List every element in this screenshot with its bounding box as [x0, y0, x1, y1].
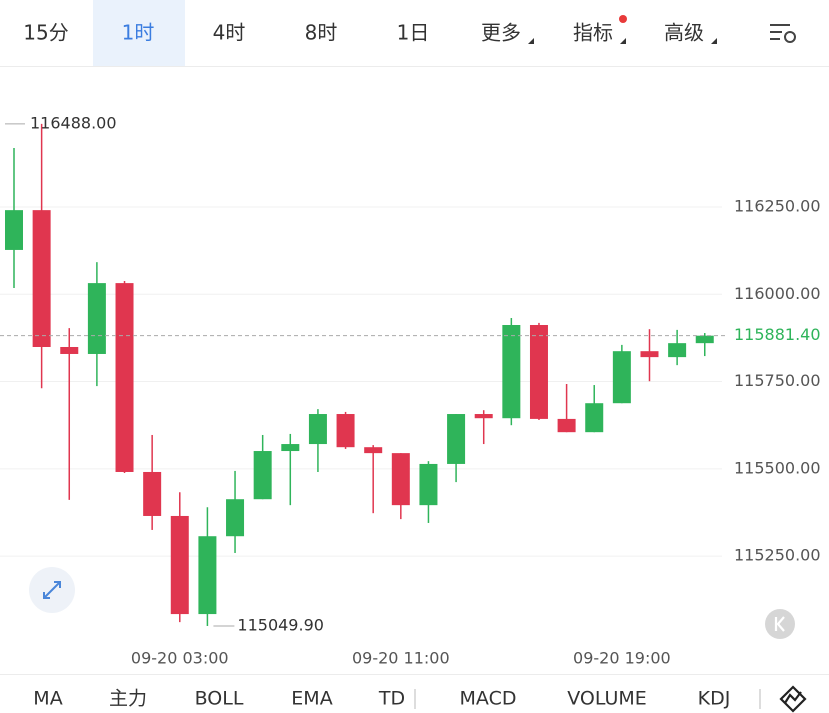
- plot: 115250.00 115500.00 115750.00 116000.00 1162…: [0, 113, 828, 668]
- candle-body: [170, 515, 189, 615]
- indicator[interactable]: EMA: [291, 688, 332, 710]
- y-tick-label: 116000.00: [734, 284, 821, 303]
- indicator[interactable]: MACD: [460, 688, 517, 710]
- x-tick-label: 09-20 03:00: [131, 649, 229, 668]
- low-marker-label: 115049.90: [237, 615, 324, 634]
- indicator-caret: [620, 38, 626, 44]
- draw-tool-icon[interactable]: [779, 685, 807, 713]
- indicator[interactable]: BOLL: [195, 688, 244, 710]
- tab[interactable]: 15分: [23, 21, 68, 45]
- candle-body: [364, 447, 383, 454]
- high-marker-label: 116488.00: [30, 113, 117, 132]
- notice-dot: [619, 15, 627, 23]
- expand-button[interactable]: [29, 567, 75, 613]
- candle-body: [226, 499, 245, 537]
- candle-body: [198, 536, 217, 615]
- indicator[interactable]: 主力: [109, 688, 147, 710]
- advanced-caret: [711, 38, 717, 44]
- tab[interactable]: 1日: [397, 21, 430, 45]
- candle-body: [143, 471, 162, 516]
- y-tick-label: 115500.00: [734, 458, 821, 477]
- settings-icon[interactable]: [770, 24, 796, 43]
- tab[interactable]: 1时: [122, 21, 155, 45]
- candle-body: [32, 210, 51, 347]
- indicator[interactable]: VOLUME: [567, 688, 647, 710]
- active-tab-bg: [93, 0, 185, 66]
- candle-body: [5, 210, 23, 250]
- tab[interactable]: 8时: [305, 21, 338, 45]
- candle-body: [502, 324, 521, 419]
- x-tick-label: 09-20 11:00: [352, 649, 450, 668]
- candle-body: [612, 351, 631, 404]
- reset-button[interactable]: [765, 609, 795, 639]
- candle-body: [419, 463, 438, 506]
- candle-body: [308, 414, 327, 445]
- y-tick-label: 115250.00: [734, 546, 821, 565]
- candle-body: [695, 335, 714, 344]
- candle-body: [585, 403, 604, 433]
- candle-body: [60, 346, 79, 354]
- tab[interactable]: 更多: [481, 21, 521, 45]
- candle-body: [281, 444, 300, 452]
- candle-body: [668, 343, 687, 358]
- candle-body: [87, 283, 106, 354]
- tab[interactable]: 高级: [664, 21, 704, 45]
- y-tick-label: 115750.00: [734, 371, 821, 390]
- x-tick-label: 09-20 19:00: [573, 649, 671, 668]
- last-price-label: 115881.40: [734, 325, 821, 344]
- tab[interactable]: 4时: [213, 21, 246, 45]
- candle-body: [640, 351, 659, 358]
- candle-body: [115, 283, 134, 472]
- indicator[interactable]: MA: [33, 688, 62, 710]
- indicator[interactable]: TD: [378, 688, 405, 710]
- candle-body: [474, 414, 493, 419]
- tab[interactable]: 指标: [573, 21, 613, 45]
- y-tick-label: 116250.00: [734, 196, 821, 215]
- candle-body: [391, 453, 410, 506]
- candle-body: [447, 414, 466, 464]
- candle-body: [557, 418, 576, 433]
- candle-body: [336, 414, 355, 448]
- candle-body: [529, 324, 548, 419]
- indicator[interactable]: KDJ: [698, 688, 731, 710]
- last-price-bg: [728, 324, 828, 347]
- candle-body: [253, 451, 272, 500]
- more-caret: [528, 38, 534, 44]
